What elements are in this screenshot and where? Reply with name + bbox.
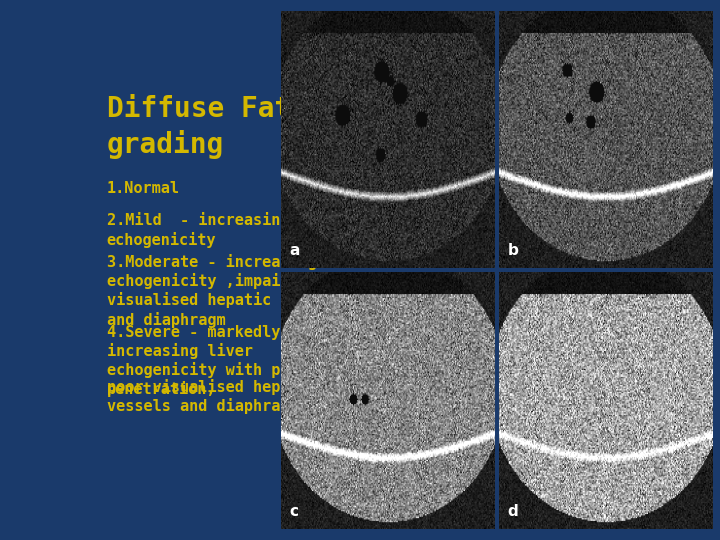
Text: b: b bbox=[508, 243, 518, 258]
Text: c: c bbox=[289, 504, 298, 519]
Text: 4.Severe - markedly
increasing liver
echogenicity with poor
penetration,: 4.Severe - markedly increasing liver ech… bbox=[107, 325, 307, 397]
Text: 3.Moderate - increasing
echogenicity ,impaired
visualised hepatic vessels
and di: 3.Moderate - increasing echogenicity ,im… bbox=[107, 254, 344, 328]
Text: 1.Normal: 1.Normal bbox=[107, 181, 180, 196]
Text: d: d bbox=[508, 504, 518, 519]
Text: a: a bbox=[289, 243, 300, 258]
Text: Diffuse Fatty liver
grading: Diffuse Fatty liver grading bbox=[107, 94, 425, 159]
Text: poor visualised hepatic
vessels and diaphragm: poor visualised hepatic vessels and diap… bbox=[107, 379, 317, 414]
Text: 2.Mild  - increasing
echogenicity: 2.Mild - increasing echogenicity bbox=[107, 212, 289, 248]
